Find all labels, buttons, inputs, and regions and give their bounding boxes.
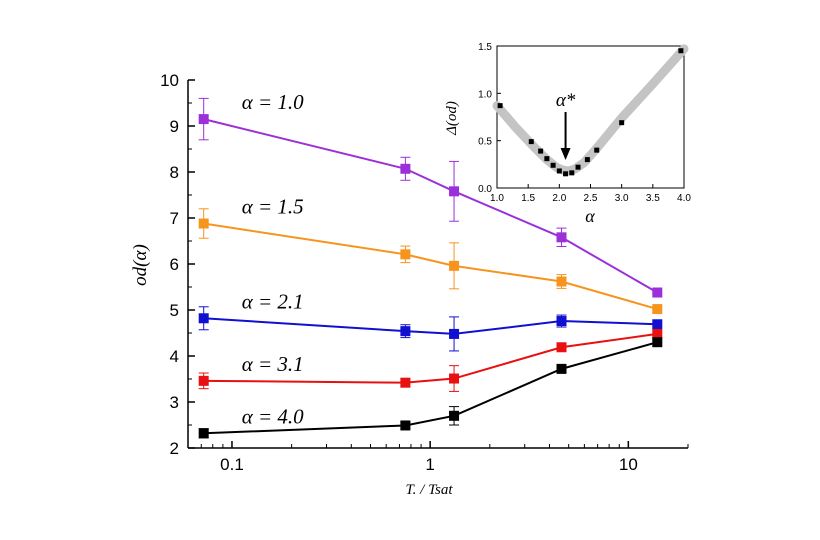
main-y-axis-label: od(α) [130, 244, 151, 286]
inset-x-tick-label: 2.0 [552, 193, 566, 204]
inset-y-tick-label: 0.0 [478, 184, 492, 195]
data-point-marker [198, 218, 209, 229]
inset-data-point [594, 147, 600, 153]
inset-fit-curve [492, 44, 689, 176]
data-point-marker [198, 114, 209, 125]
inset-arrow-head [560, 148, 571, 160]
inset-data-point [619, 120, 625, 126]
series-1-5: α = 1.5 [198, 195, 663, 315]
inset-x-tick-label: 3.0 [615, 193, 629, 204]
data-point-marker [556, 276, 567, 287]
inset-data-point [538, 148, 544, 154]
inset-x-tick-label: 1.5 [521, 193, 535, 204]
series-line [203, 317, 658, 335]
main-y-tick-label: 9 [170, 117, 179, 136]
data-point-marker [400, 420, 411, 431]
main-y-tick-label: 3 [170, 393, 179, 412]
data-point-marker [449, 328, 460, 339]
series-label: α = 1.0 [242, 90, 304, 114]
data-point-marker [400, 326, 411, 337]
inset-points [497, 48, 684, 177]
main-x-tick-label: 1 [425, 455, 434, 474]
data-point-marker [652, 287, 663, 298]
data-point-marker [652, 337, 663, 348]
data-point-marker [449, 260, 460, 271]
inset-data-point [678, 48, 684, 54]
series-label: α = 1.5 [242, 195, 304, 219]
inset-data-point [556, 168, 562, 174]
inset-y-axis-label: Δ(od) [444, 101, 460, 136]
main-y-tick-label: 10 [160, 71, 179, 90]
data-point-marker [652, 319, 663, 330]
inset-frame-box [496, 45, 685, 189]
inset-data-point [550, 162, 556, 168]
series-4-0: α = 4.0 [198, 337, 663, 439]
inset-data-point [544, 156, 550, 162]
data-point-marker [400, 249, 411, 260]
inset-data-point [528, 139, 534, 145]
series-label: α = 2.1 [242, 289, 304, 313]
data-point-marker [198, 428, 209, 439]
inset-plot: 1.0 1.5 2.0 2.5 3.0 3.5 4.00.00.51.01.5 Δ(od) … [444, 42, 691, 226]
data-point-marker [400, 163, 411, 174]
data-point-marker [449, 186, 460, 197]
inset-data-point [497, 103, 503, 109]
inset-ticks: 1.0 1.5 2.0 2.5 3.0 3.5 4.0 0.0 0.5 1.0 1.5 [478, 42, 691, 204]
inset-data-point [569, 170, 575, 176]
inset-data-point [563, 171, 569, 177]
data-point-marker [198, 375, 209, 386]
series-1-0: α = 1.0 [198, 90, 663, 298]
main-ticks: 2 3 4 5 6 7 8 9 10 0.1 1 10 [160, 71, 689, 474]
data-point-marker [449, 410, 460, 421]
series-2-1: α = 2.1 [198, 289, 663, 352]
main-y-tick-label: 7 [170, 209, 179, 228]
data-point-marker [400, 377, 411, 388]
inset-data-point [584, 157, 590, 163]
inset-y-tick-label: 1.5 [478, 42, 492, 53]
main-y-tick-label: 8 [170, 163, 179, 182]
inset-x-axis-label: α [585, 206, 595, 226]
inset-x-tick-label: 4.0 [677, 193, 691, 204]
series-label: α = 3.1 [242, 352, 304, 376]
data-point-marker [556, 363, 567, 374]
main-y-tick-label: 5 [170, 301, 179, 320]
main-y-tick-label: 4 [170, 347, 179, 366]
inset-y-tick-label: 0.5 [478, 137, 492, 148]
main-y-tick-label: 2 [170, 439, 179, 458]
inset-annotation-alpha-star: α* [556, 90, 576, 111]
data-point-marker [652, 304, 663, 315]
main-x-axis-label: T. / Tsat [405, 482, 453, 498]
series-label: α = 4.0 [242, 404, 304, 428]
inset-data-point [575, 164, 581, 170]
data-point-marker [556, 232, 567, 243]
data-point-marker [652, 328, 663, 339]
data-point-marker [198, 313, 209, 324]
main-series-group: α = 1.0 α = 1.5 α = 2.1 α = 3.1 α = 4.0 [198, 90, 663, 439]
data-point-marker [556, 316, 567, 327]
inset-x-tick-label: 3.5 [646, 193, 660, 204]
inset-x-tick-label: 2.5 [584, 193, 598, 204]
data-point-marker [449, 373, 460, 384]
series-3-1: α = 3.1 [198, 328, 663, 392]
data-point-marker [556, 342, 567, 353]
main-x-tick-label: 0.1 [220, 455, 244, 474]
main-y-tick-label: 6 [170, 255, 179, 274]
inset-x-tick-label: 1.0 [490, 193, 504, 204]
main-x-tick-label: 10 [619, 455, 638, 474]
inset-y-tick-label: 1.0 [478, 89, 492, 100]
